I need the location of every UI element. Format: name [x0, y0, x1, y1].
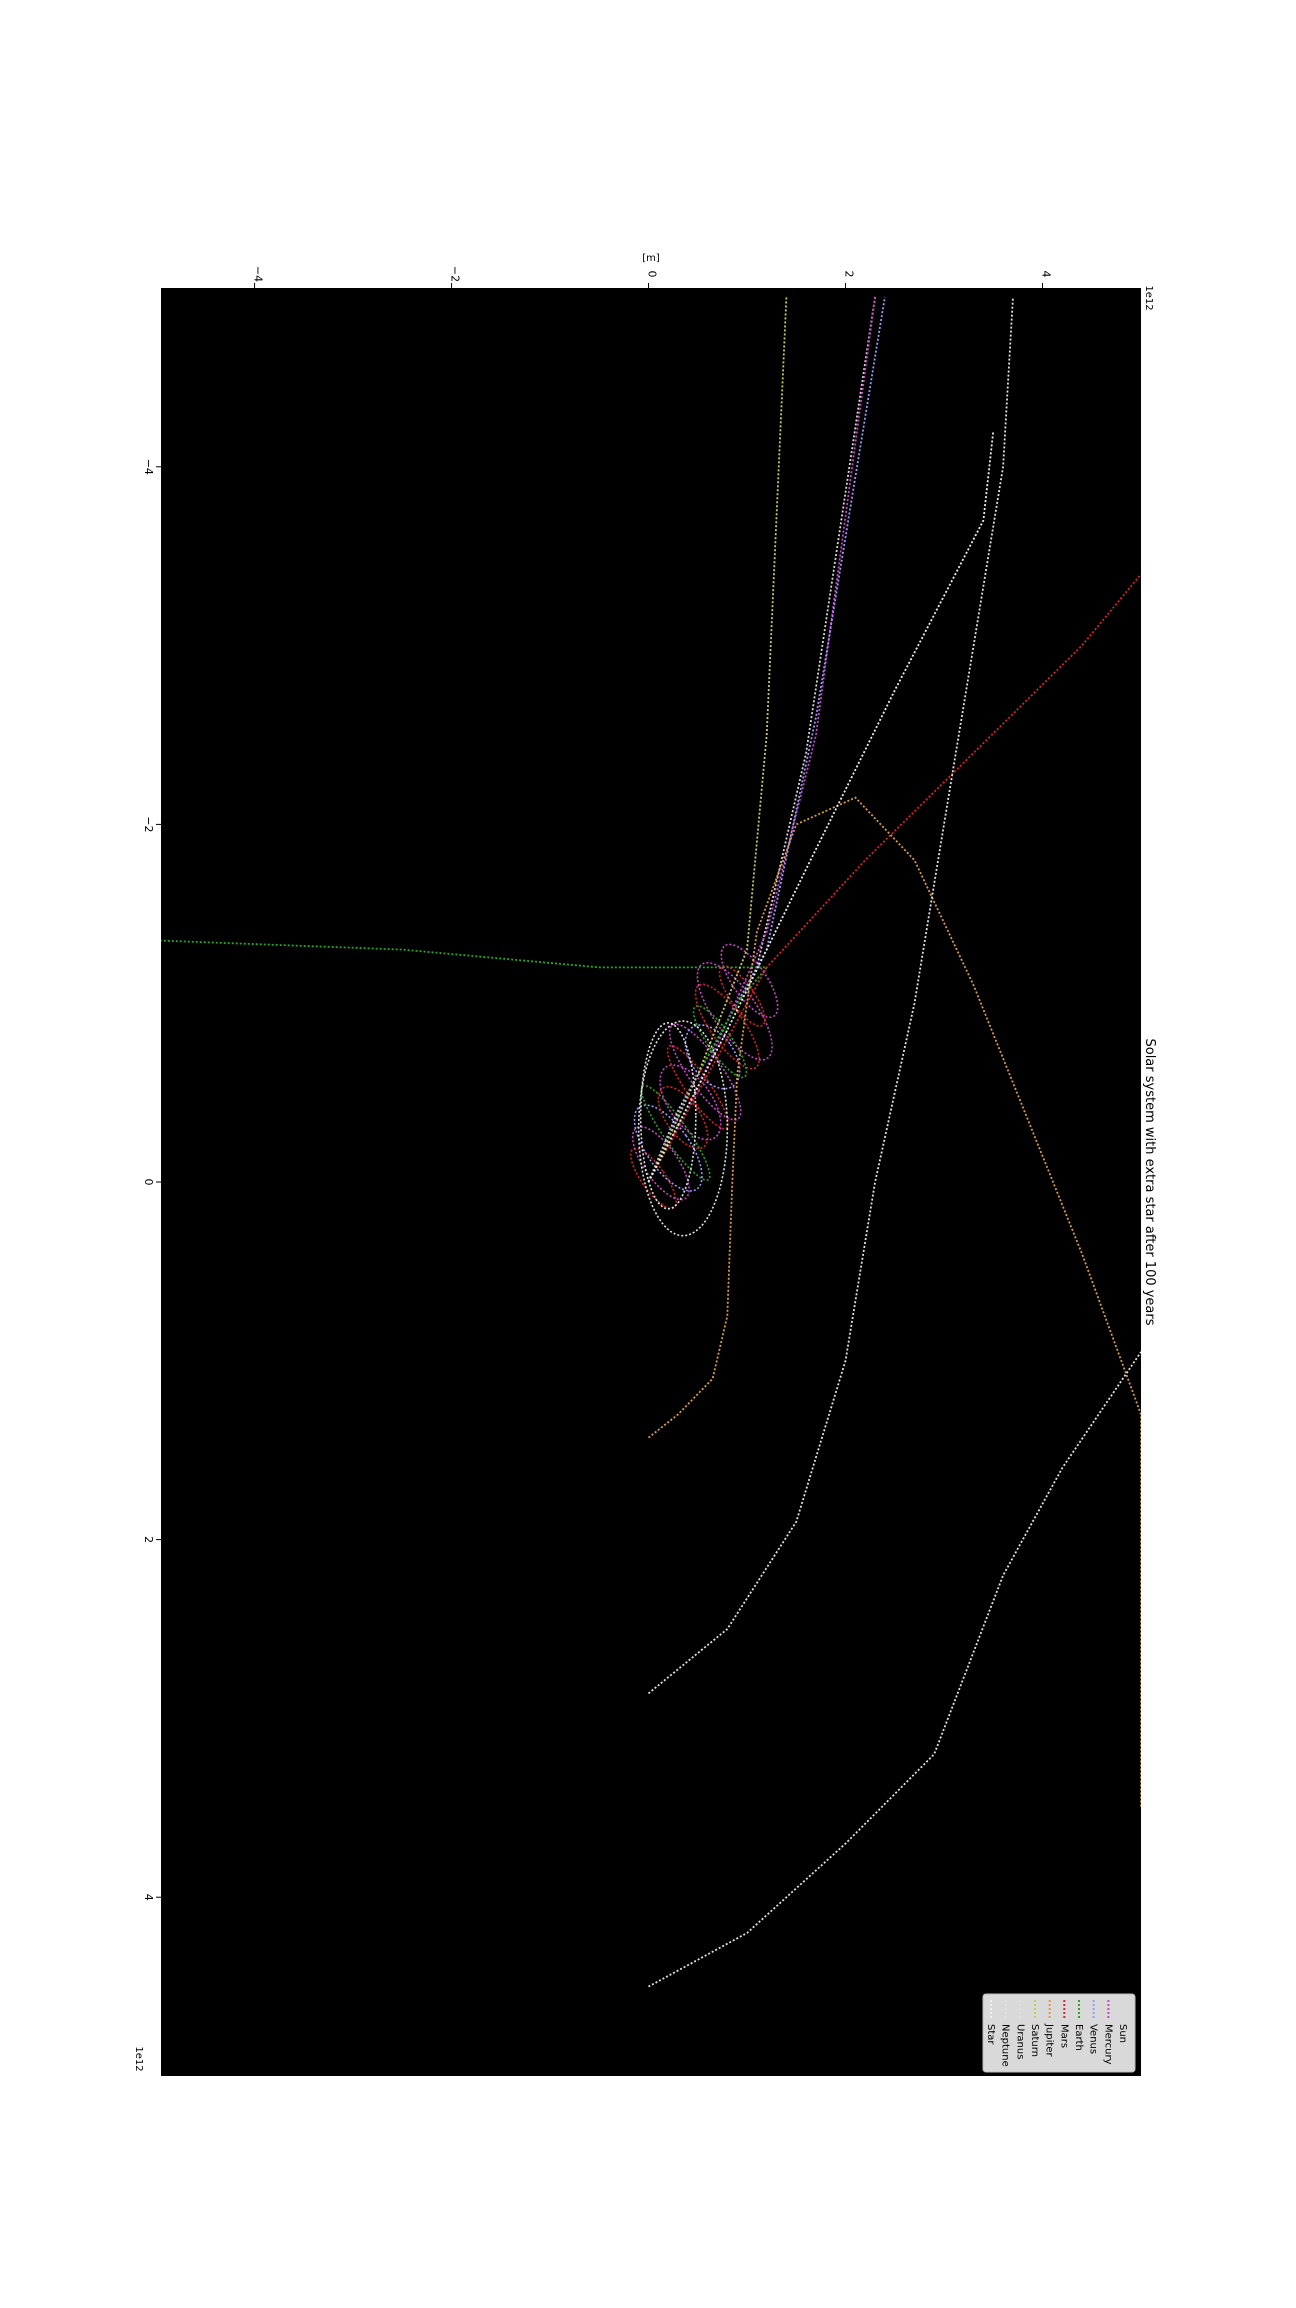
- x-tick-label: −4: [252, 266, 265, 282]
- x-axis-label: [m]: [642, 253, 660, 264]
- y-offset-text: 1e12: [133, 2046, 144, 2071]
- series-venus-line: [647, 296, 886, 1183]
- orbit-loop: [657, 1086, 709, 1150]
- x-tick-label: 2: [843, 271, 856, 278]
- series-neptune-line: [648, 1351, 1141, 1988]
- legend-label: Mercury: [1102, 2024, 1113, 2065]
- orbit-loop: [694, 983, 760, 1070]
- y-tick-label: 2: [142, 1536, 155, 1543]
- plot-layer: [161, 296, 1141, 1988]
- y-tick-label: 0: [142, 1179, 155, 1186]
- y-tick-label: 4: [142, 1894, 155, 1901]
- orbit-loop: [696, 961, 773, 1061]
- orbit-loop: [684, 1024, 741, 1090]
- series-sun-line: [647, 296, 876, 1183]
- legend-label: Jupiter: [1044, 2023, 1055, 2057]
- legend-label: Mars: [1058, 2024, 1069, 2048]
- orbit-loop: [629, 1147, 677, 1210]
- orbit-loop: [631, 1125, 690, 1201]
- inner-orbit-tangle: [629, 943, 779, 1237]
- orbit-loop: [666, 1044, 729, 1130]
- axis-layer: −4 −2 0 2 4 −4 −2 0 2 4: [142, 266, 1053, 1901]
- star-loop: [637, 1020, 729, 1237]
- orbit-loop: [633, 1104, 703, 1192]
- chart-title: Solar system with extra star after 100 y…: [1142, 1038, 1157, 1325]
- legend-label: Venus: [1088, 2024, 1099, 2054]
- x-tick-label: −2: [449, 266, 462, 282]
- x-tick-label: 0: [646, 271, 659, 278]
- orbit-loop: [668, 1023, 742, 1121]
- legend-label: Earth: [1073, 2024, 1084, 2051]
- star-loop: [639, 1022, 697, 1210]
- series-saturn-line: [647, 296, 788, 1183]
- plot-area: [161, 288, 1141, 2076]
- series-mars-line: [647, 573, 1141, 1183]
- legend-label: Sun: [1117, 2024, 1128, 2043]
- orbit-loop: [718, 965, 766, 1027]
- legend-label: Uranus: [1014, 2024, 1025, 2059]
- x-offset-text: 1e12: [1143, 285, 1154, 310]
- legend-label: Saturn: [1029, 2024, 1040, 2057]
- legend-label: Neptune: [1000, 2024, 1011, 2067]
- x-tick-label: 4: [1040, 271, 1053, 278]
- legend-label: Star: [985, 2024, 996, 2045]
- y-tick-label: −4: [142, 459, 155, 475]
- y-tick-label: −2: [142, 816, 155, 832]
- orbit-loop: [659, 1064, 722, 1141]
- series-star-line: [647, 430, 995, 1183]
- series-uranus-line: [647, 296, 1014, 1695]
